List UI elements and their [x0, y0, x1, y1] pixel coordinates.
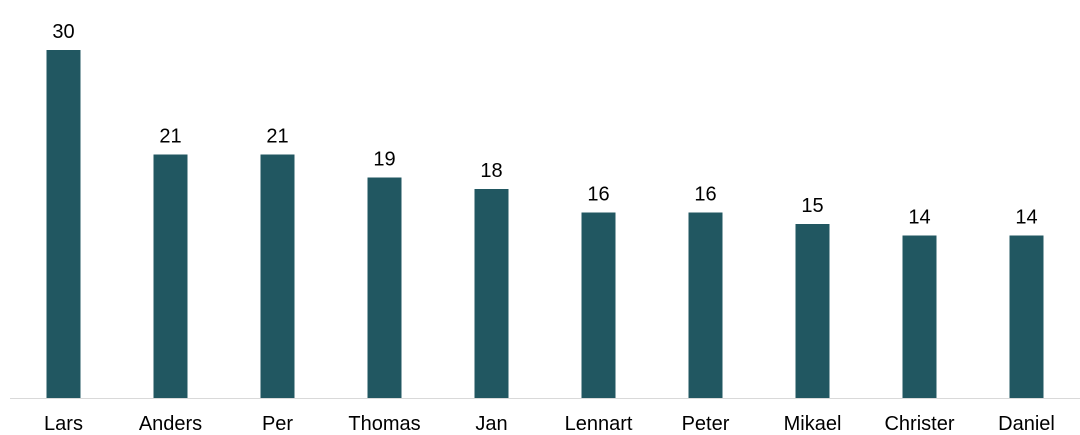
bar-mikael	[795, 224, 830, 398]
value-label-peter: 16	[694, 183, 716, 205]
value-label-christer: 14	[908, 207, 930, 229]
category-label-daniel: Daniel	[998, 413, 1055, 435]
bars-group	[46, 50, 1044, 398]
category-label-mikael: Mikael	[784, 413, 842, 435]
bar-lennart	[581, 212, 616, 398]
category-label-peter: Peter	[682, 413, 730, 435]
value-label-lars: 30	[52, 21, 74, 43]
bar-anders	[153, 154, 188, 398]
value-label-lennart: 16	[587, 183, 609, 205]
category-label-thomas: Thomas	[348, 413, 420, 435]
value-labels-group: 30 21 21 19 18 16 16 15 14 14	[52, 21, 1037, 229]
bar-peter	[688, 212, 723, 398]
category-label-lennart: Lennart	[565, 413, 633, 435]
category-label-christer: Christer	[884, 413, 954, 435]
value-label-anders: 21	[159, 125, 181, 147]
bar-lars	[46, 50, 81, 398]
bar-thomas	[367, 177, 402, 398]
value-label-jan: 18	[480, 160, 502, 182]
category-label-anders: Anders	[139, 413, 202, 435]
bar-daniel	[1009, 235, 1044, 398]
bar-per	[260, 154, 295, 398]
value-label-mikael: 15	[801, 195, 823, 217]
bar-jan	[474, 189, 509, 398]
value-label-thomas: 19	[373, 149, 395, 171]
category-labels-group: Lars Anders Per Thomas Jan Lennart Peter Mikael…	[44, 413, 1055, 435]
value-label-per: 21	[266, 125, 288, 147]
category-label-jan: Jan	[475, 413, 507, 435]
category-label-per: Per	[262, 413, 293, 435]
value-label-daniel: 14	[1015, 207, 1037, 229]
bar-christer	[902, 235, 937, 398]
category-label-lars: Lars	[44, 413, 83, 435]
